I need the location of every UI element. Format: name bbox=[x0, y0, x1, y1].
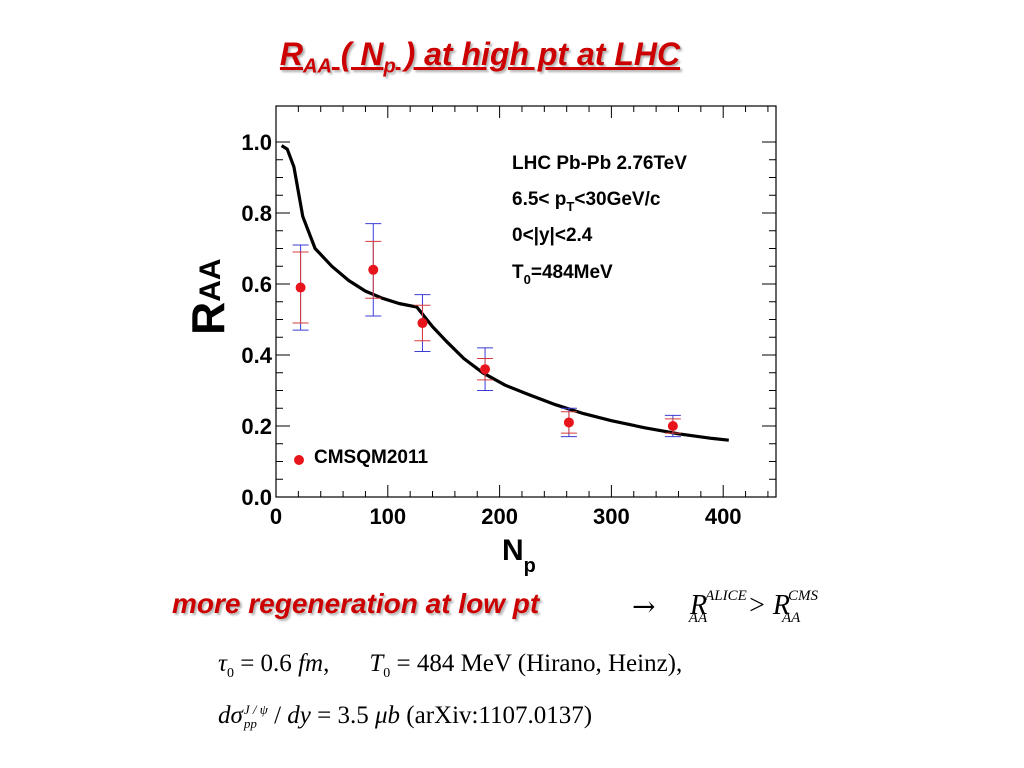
x-tick-label: 100 bbox=[369, 504, 406, 529]
ineq-rhs-sub: AA bbox=[782, 610, 801, 626]
x-tick-label: 400 bbox=[705, 504, 742, 529]
error-bars-layer bbox=[292, 223, 681, 438]
eq2-ref: (arXiv:1107.0137) bbox=[400, 702, 593, 729]
eq1-fm: fm bbox=[298, 650, 324, 677]
eq2-mub: μb bbox=[374, 702, 401, 729]
x-tick-label: 0 bbox=[270, 504, 282, 529]
ineq-lhs-sub: AA bbox=[688, 610, 708, 626]
ineq-rhs-r: R bbox=[772, 590, 791, 621]
implies-arrow: → bbox=[632, 590, 656, 623]
title-aa-sub: AA bbox=[303, 55, 332, 78]
ineq-op: > bbox=[749, 590, 765, 621]
annotation-pt-a: 6.5< p bbox=[512, 189, 566, 210]
eq2-supsub: J / ψ pp bbox=[244, 703, 268, 731]
data-point bbox=[563, 417, 574, 428]
x-axis-label-sub: p bbox=[524, 555, 536, 577]
regeneration-note: more regeneration at low pt bbox=[172, 588, 540, 619]
title-rest: ) at high pt at LHC bbox=[395, 36, 681, 72]
annotation-pt-range: 6.5< pT<30GeV/c bbox=[512, 189, 661, 214]
eq1-tau-val: = 0.6 bbox=[233, 650, 299, 677]
eq1-t-val: = 484 MeV (Hirano, Heinz), bbox=[390, 650, 683, 677]
eq2-val: = 3.5 bbox=[310, 702, 375, 729]
title-np: ( N bbox=[331, 36, 384, 72]
data-point bbox=[368, 264, 379, 275]
y-axis-label-r: R bbox=[182, 302, 234, 335]
eq1-t-sub: 0 bbox=[383, 666, 391, 681]
data-point bbox=[417, 318, 428, 329]
ineq-rhs-sup: CMS bbox=[788, 588, 819, 604]
data-point bbox=[295, 282, 306, 293]
data-points-layer bbox=[295, 264, 678, 431]
model-curve bbox=[280, 144, 729, 442]
model-curve-layer bbox=[280, 144, 729, 442]
equation-line-2: dσJ / ψ pp / dy = 3.5 μb (arXiv:1107.0137… bbox=[218, 702, 592, 731]
y-tick-label: 1.0 bbox=[241, 130, 272, 155]
annotation-t-sub: 0 bbox=[524, 272, 531, 287]
annotation-rapidity: 0<|y|<2.4 bbox=[512, 225, 593, 246]
annotation-pt-sub: T bbox=[566, 199, 574, 214]
eq1-tau-sub: 0 bbox=[226, 666, 234, 681]
y-tick-label: 0.4 bbox=[241, 343, 272, 368]
raa-inequality: RALICEAA > RCMSAA bbox=[688, 588, 818, 627]
eq2-dy: dy bbox=[287, 702, 311, 729]
legend-label: CMSQM2011 bbox=[314, 447, 428, 468]
eq1-tau: τ bbox=[218, 650, 227, 677]
annotation-t: T bbox=[512, 262, 524, 283]
eq2-sub: pp bbox=[243, 716, 257, 732]
y-tick-label: 0.0 bbox=[241, 485, 272, 510]
x-tick-label: 200 bbox=[481, 504, 518, 529]
eq2-dsigma: dσ bbox=[218, 702, 243, 729]
x-tick-label: 300 bbox=[593, 504, 630, 529]
annotation-system: LHC Pb-Pb 2.76TeV bbox=[512, 153, 687, 174]
eq1-t: T bbox=[369, 650, 384, 677]
eq2-slash: / bbox=[267, 702, 288, 729]
x-axis-label-n: N bbox=[502, 534, 524, 567]
ineq-lhs-r: R bbox=[690, 590, 708, 621]
legend-marker bbox=[294, 455, 304, 465]
slide-title: RAA ( Np ) at high pt at LHC bbox=[0, 36, 960, 78]
y-axis-label: RAA bbox=[182, 258, 234, 335]
equation-line-1: τ0 = 0.6 fm, T0 = 484 MeV (Hirano, Heinz)… bbox=[218, 650, 682, 682]
y-tick-label: 0.2 bbox=[241, 414, 272, 439]
ineq-lhs-sup: ALICE bbox=[705, 588, 747, 604]
annotation-pt-b: <30GeV/c bbox=[574, 189, 661, 210]
x-axis-label: Np bbox=[502, 534, 536, 577]
title-r: R bbox=[279, 36, 304, 72]
axis-ticks: 0 100 200 300 400 0.0 0.2 0.4 0.6 0.8 1.0 bbox=[241, 106, 776, 529]
title-p-sub: p bbox=[383, 55, 396, 78]
data-point bbox=[480, 364, 491, 375]
annotation-temperature: T0=484MeV bbox=[512, 262, 613, 287]
y-tick-label: 0.6 bbox=[241, 272, 272, 297]
y-tick-label: 0.8 bbox=[241, 201, 272, 226]
annotation-t-val: =484MeV bbox=[531, 262, 613, 283]
eq1-comma: , bbox=[323, 650, 330, 677]
eq2-sup: J / ψ bbox=[243, 702, 268, 718]
y-axis-label-sub: AA bbox=[194, 258, 227, 301]
data-point bbox=[667, 421, 678, 431]
